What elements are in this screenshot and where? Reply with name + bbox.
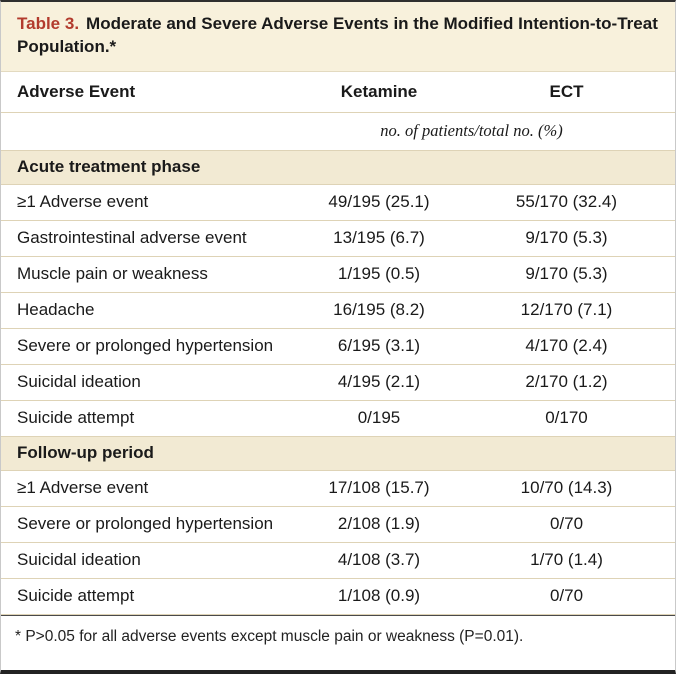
table-number-label: Table 3. [17, 14, 80, 33]
adverse-event-label: Suicidal ideation [17, 550, 141, 570]
section-header: Acute treatment phase [1, 150, 675, 185]
ketamine-value: 49/195 (25.1) [328, 192, 430, 212]
ketamine-value: 4/108 (3.7) [337, 550, 421, 570]
ketamine-value: 4/195 (2.1) [337, 372, 421, 392]
adverse-event-label: Suicide attempt [17, 586, 135, 606]
adverse-event-label: Headache [17, 300, 95, 320]
table-footnote: * P>0.05 for all adverse events except m… [1, 614, 675, 659]
column-header-row: Adverse Event Ketamine ECT [1, 72, 675, 113]
table-row: Suicide attempt 0/195 0/170 [1, 400, 675, 437]
column-header-ect: ECT [549, 81, 584, 101]
ect-value: 12/170 (7.1) [520, 300, 613, 320]
ect-value: 9/170 (5.3) [525, 264, 608, 284]
section-acute-treatment-phase: Acute treatment phase ≥1 Adverse event 4… [1, 150, 675, 437]
ect-value: 0/70 [549, 586, 584, 606]
section-follow-up-period: Follow-up period ≥1 Adverse event 17/108… [1, 436, 675, 615]
ketamine-value: 13/195 (6.7) [333, 228, 425, 248]
adverse-event-label: ≥1 Adverse event [17, 478, 149, 498]
table-row: Muscle pain or weakness 1/195 (0.5) 9/17… [1, 256, 675, 293]
table-title: Moderate and Severe Adverse Events in th… [17, 14, 658, 56]
ect-value: 0/70 [549, 514, 584, 534]
ect-value: 9/170 (5.3) [525, 228, 608, 248]
ketamine-value: 6/195 (3.1) [337, 336, 421, 356]
adverse-event-label: ≥1 Adverse event [17, 192, 149, 212]
table-row: ≥1 Adverse event 17/108 (15.7) 10/70 (14… [1, 470, 675, 507]
table-row: Severe or prolonged hypertension 6/195 (… [1, 328, 675, 365]
adverse-event-label: Suicidal ideation [17, 372, 141, 392]
ketamine-value: 1/195 (0.5) [337, 264, 421, 284]
table-row: Suicidal ideation 4/195 (2.1) 2/170 (1.2… [1, 364, 675, 401]
ect-value: 0/170 [545, 408, 588, 428]
table-row: Gastrointestinal adverse event 13/195 (6… [1, 220, 675, 257]
adverse-event-label: Severe or prolonged hypertension [17, 514, 274, 534]
adverse-event-label: Muscle pain or weakness [17, 264, 208, 284]
ect-value: 55/170 (32.4) [515, 192, 618, 212]
table-title-block: Table 3. Moderate and Severe Adverse Even… [1, 2, 675, 72]
ketamine-value: 2/108 (1.9) [337, 514, 421, 534]
units-row: no. of patients/total no. (%) [1, 113, 675, 151]
adverse-event-label: Suicide attempt [17, 408, 135, 428]
section-header: Follow-up period [1, 436, 675, 471]
table-row: Suicidal ideation 4/108 (3.7) 1/70 (1.4) [1, 542, 675, 579]
table-row: Severe or prolonged hypertension 2/108 (… [1, 506, 675, 543]
table-row: Headache 16/195 (8.2) 12/170 (7.1) [1, 292, 675, 329]
ect-value: 2/170 (1.2) [525, 372, 608, 392]
ketamine-value: 16/195 (8.2) [333, 300, 425, 320]
ketamine-value: 17/108 (15.7) [328, 478, 430, 498]
adverse-event-label: Gastrointestinal adverse event [17, 228, 247, 248]
ect-value: 10/70 (14.3) [520, 478, 613, 498]
adverse-event-label: Severe or prolonged hypertension [17, 336, 274, 356]
ect-value: 1/70 (1.4) [530, 550, 603, 570]
table-row: ≥1 Adverse event 49/195 (25.1) 55/170 (3… [1, 184, 675, 221]
units-label: no. of patients/total no. (%) [380, 121, 563, 141]
column-header-adverse-event: Adverse Event [17, 81, 136, 101]
ect-value: 4/170 (2.4) [525, 336, 608, 356]
table-row: Suicide attempt 1/108 (0.9) 0/70 [1, 578, 675, 615]
ketamine-value: 0/195 [357, 408, 401, 428]
ketamine-value: 1/108 (0.9) [337, 586, 421, 606]
column-header-ketamine: Ketamine [340, 81, 418, 101]
